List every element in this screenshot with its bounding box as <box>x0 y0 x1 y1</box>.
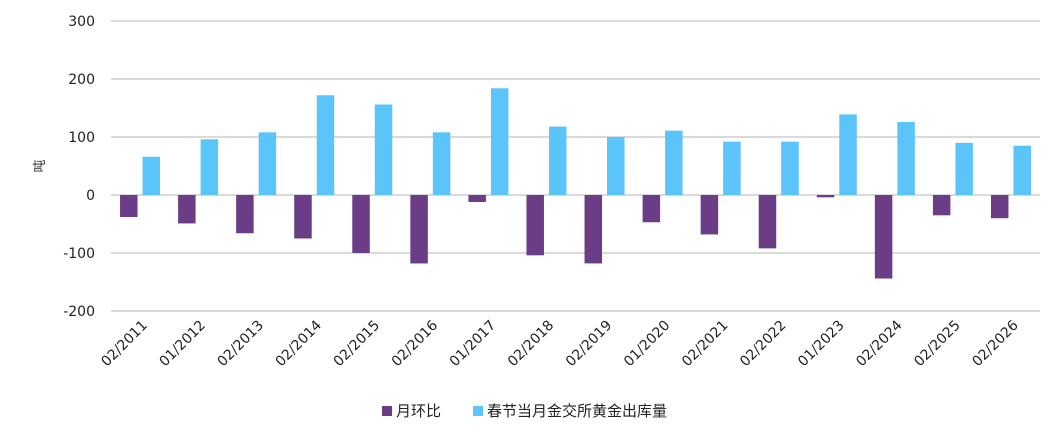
y-tick-label: 100 <box>68 130 95 146</box>
bar-outflow-01/2012 <box>200 139 219 195</box>
x-tick-label: 02/2022 <box>737 318 789 370</box>
bar-outflow-02/2013 <box>258 132 277 195</box>
x-tick-label: 02/2018 <box>505 318 557 370</box>
legend-label-outflow: 春节当月金交所黄金出库量 <box>487 402 667 420</box>
bar-outflow-02/2011 <box>142 156 161 195</box>
x-tick-label: 02/2011 <box>98 318 150 370</box>
bar-mom-02/2022 <box>758 195 777 249</box>
y-tick-label: -200 <box>63 304 95 320</box>
bar-outflow-01/2023 <box>839 114 857 195</box>
bar-mom-01/2023 <box>816 195 835 198</box>
x-tick-label: 02/2019 <box>563 318 615 370</box>
bar-mom-02/2011 <box>120 195 138 218</box>
bar-mom-01/2020 <box>642 195 661 223</box>
x-tick-label: 01/2020 <box>621 318 673 370</box>
bar-mom-02/2024 <box>874 195 893 279</box>
y-tick-label: 0 <box>86 188 95 204</box>
y-axis-ticks: 300 200 100 0 -100 -200 <box>63 14 95 320</box>
bar-outflow-02/2015 <box>374 104 393 195</box>
y-tick-label: 200 <box>68 72 95 88</box>
bar-mom-02/2013 <box>236 195 254 234</box>
bar-mom-02/2025 <box>932 195 951 216</box>
bar-mom-02/2014 <box>294 195 312 239</box>
bar-outflow-01/2017 <box>490 88 509 195</box>
bar-outflow-02/2026 <box>1013 145 1031 195</box>
bar-outflow-02/2019 <box>607 137 625 195</box>
bar-mom-02/2018 <box>526 195 544 256</box>
bar-outflow-02/2014 <box>316 95 335 195</box>
y-tick-label: 300 <box>68 14 95 30</box>
bar-outflow-02/2016 <box>432 132 451 195</box>
bar-mom-01/2017 <box>468 195 486 202</box>
x-tick-label: 02/2024 <box>853 317 906 370</box>
legend-swatch-outflow <box>473 406 483 416</box>
x-tick-label: 02/2021 <box>679 318 731 370</box>
y-tick-label: -100 <box>63 246 95 262</box>
bar-outflow-02/2018 <box>548 126 567 195</box>
bar-outflow-02/2022 <box>781 141 799 195</box>
bar-outflow-02/2021 <box>723 141 741 195</box>
x-tick-label: 02/2026 <box>969 317 1022 370</box>
x-tick-label: 01/2017 <box>447 318 499 370</box>
legend-swatch-mom <box>382 406 392 416</box>
bar-outflow-02/2024 <box>897 121 915 195</box>
bars <box>120 88 1031 279</box>
bar-mom-02/2016 <box>410 195 428 264</box>
x-tick-label: 02/2014 <box>273 317 326 370</box>
x-tick-label: 01/2012 <box>156 318 208 370</box>
bar-mom-02/2026 <box>990 195 1009 219</box>
x-tick-label: 02/2016 <box>389 317 442 370</box>
bar-mom-02/2021 <box>700 195 719 235</box>
x-tick-label: 01/2023 <box>795 318 847 370</box>
bar-outflow-02/2025 <box>955 142 973 195</box>
y-axis-label: 吨 <box>33 159 48 172</box>
x-tick-label: 02/2025 <box>911 318 963 370</box>
legend: 月环比 春节当月金交所黄金出库量 <box>382 402 667 420</box>
x-tick-label: 02/2015 <box>331 318 383 370</box>
legend-label-mom: 月环比 <box>396 402 441 420</box>
bar-outflow-01/2020 <box>665 130 683 195</box>
bar-mom-02/2015 <box>352 195 370 253</box>
bar-mom-01/2012 <box>178 195 196 224</box>
x-tick-label: 02/2013 <box>215 318 267 370</box>
x-axis-ticks: 02/2011 01/2012 02/2013 02/2014 02/2015 02/20… <box>98 317 1021 370</box>
bar-mom-02/2019 <box>584 195 603 264</box>
